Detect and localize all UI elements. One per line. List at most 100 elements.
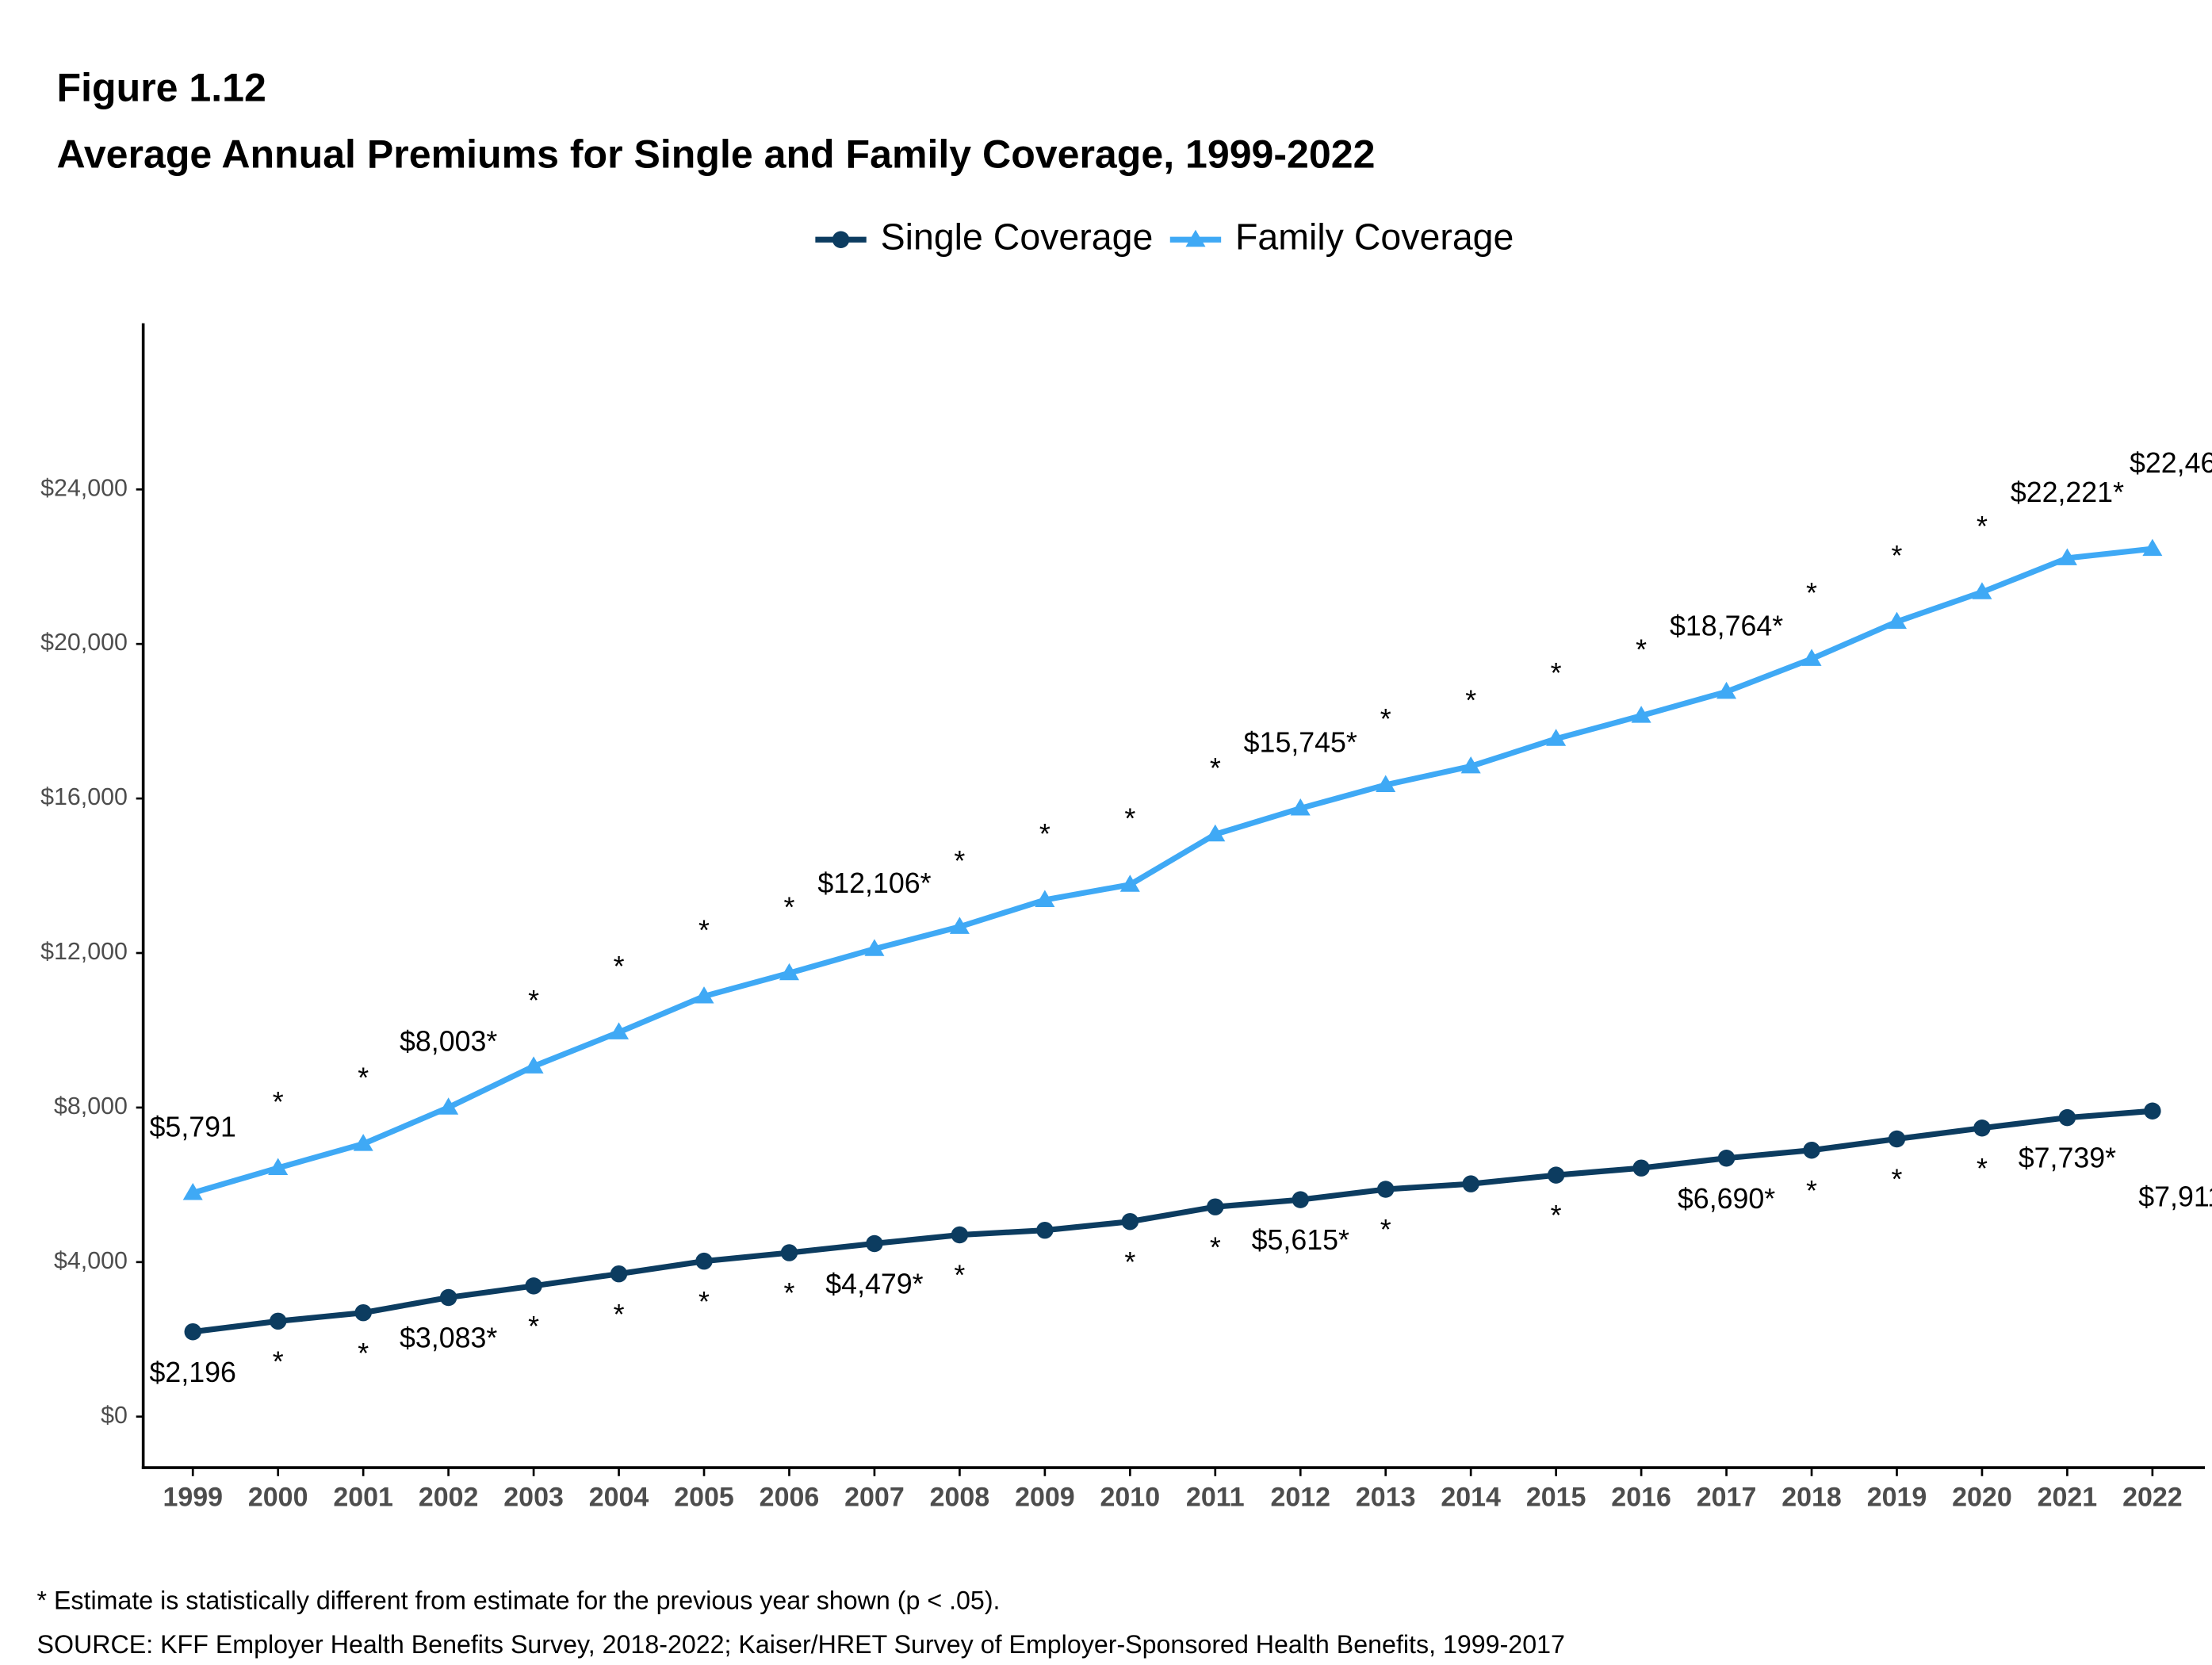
data-label: $5,791 [150,1112,236,1143]
significance-mark: * [1892,1164,1903,1196]
point [780,1244,798,1261]
legend-label: Family Coverage [1235,216,1514,258]
significance-mark: * [784,1277,795,1309]
x-tick-label: 2015 [1526,1482,1586,1512]
y-tick-label: $12,000 [40,938,128,965]
x-tick-label: 2019 [1867,1482,1927,1512]
significance-mark: * [273,1345,284,1377]
point [523,1056,544,1074]
point [1886,611,1908,630]
point [268,1158,289,1175]
series-line [192,1108,2153,1335]
point [1207,1198,1224,1215]
significance-mark: * [1210,752,1221,784]
point [1547,1166,1565,1184]
data-label: $3,083* [400,1322,497,1354]
x-tick-label: 2003 [503,1482,564,1512]
significance-mark: * [614,1299,625,1330]
point [1036,1221,1054,1239]
y-tick-label: $0 [101,1402,128,1429]
point [1801,649,1822,666]
x-tick-label: 2002 [419,1482,479,1512]
x-tick-label: 2022 [2122,1482,2183,1512]
data-label: $5,615* [1252,1224,1349,1256]
point [1803,1141,1820,1159]
point [353,1134,373,1151]
chart-subtitle: Average Annual Premiums for Single and F… [57,132,1376,177]
significance-mark: * [1636,634,1647,666]
significance-mark: * [698,1286,710,1318]
significance-mark: * [528,985,539,1016]
data-label: $15,745* [1244,727,1357,759]
x-tick-label: 2006 [760,1482,820,1512]
point [1205,824,1226,842]
point [609,1022,630,1039]
point [1035,890,1055,907]
data-label: $12,106* [817,867,931,899]
significance-mark: * [358,1062,369,1094]
significance-mark: * [1380,1214,1391,1246]
significance-mark: * [698,915,710,947]
point [1716,681,1737,699]
significance-mark: * [954,1260,965,1292]
x-tick-label: 2000 [248,1482,308,1512]
significance-mark: * [528,1311,539,1342]
significance-mark: * [1977,1153,1988,1185]
point [1121,1212,1139,1231]
point [2144,1102,2161,1120]
data-label: $22,463 [2130,447,2212,479]
x-tick-label: 2017 [1697,1482,1757,1512]
y-tick-label: $16,000 [40,783,128,810]
significance-mark: * [358,1338,369,1369]
x-tick-label: 2018 [1781,1482,1842,1512]
point [1546,729,1567,746]
y-tick-label: $20,000 [40,629,128,656]
x-tick-label: 2011 [1186,1482,1245,1512]
significance-mark: * [954,845,965,877]
point [866,1234,883,1253]
data-label: $8,003* [400,1026,497,1058]
point [949,917,970,934]
point [438,1097,459,1115]
point [1460,756,1481,774]
series-line [192,545,2153,1196]
significance-mark: * [1210,1231,1221,1263]
significance-mark: * [784,891,795,923]
significance-mark: * [273,1086,284,1118]
point [1888,1130,1906,1148]
point [1376,775,1396,792]
point [354,1303,372,1322]
significance-mark: * [1892,540,1903,572]
legend-label: Single Coverage [881,216,1154,258]
significance-mark: * [1806,1175,1817,1207]
significance-mark: * [1551,1200,1562,1231]
point [695,1252,713,1270]
point [439,1288,457,1307]
x-tick-label: 2016 [1611,1482,1671,1512]
significance-mark: * [1465,684,1476,716]
source: SOURCE: KFF Employer Health Benefits Sur… [37,1630,1565,1659]
x-tick-label: 2005 [674,1482,734,1512]
point [832,231,850,248]
x-tick-label: 1999 [163,1482,223,1512]
point [182,1183,203,1200]
data-label: $22,221* [2011,477,2124,508]
x-tick-label: 2007 [844,1482,905,1512]
x-tick-label: 2009 [1015,1482,1075,1512]
point [1292,1191,1309,1208]
data-label: $7,911 [2138,1181,2212,1213]
point [864,939,885,956]
x-tick-label: 2020 [1952,1482,2012,1512]
y-tick-label: $8,000 [54,1093,128,1120]
point [184,1322,201,1341]
data-label: $7,739* [2019,1143,2116,1174]
point [1632,1159,1650,1177]
y-tick-label: $24,000 [40,474,128,501]
point [2058,1108,2076,1127]
point [1717,1150,1736,1167]
x-tick-label: 2014 [1441,1482,1501,1512]
x-tick-label: 2008 [930,1482,990,1512]
significance-mark: * [1039,818,1051,850]
data-label: $18,764* [1670,610,1783,641]
